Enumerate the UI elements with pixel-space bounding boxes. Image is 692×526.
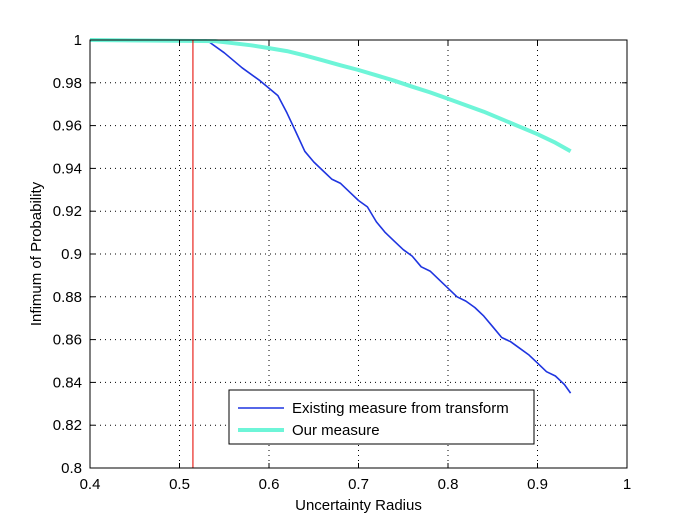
y-tick-label: 0.96 (53, 118, 82, 135)
x-tick-label: 0.9 (527, 476, 548, 493)
y-tick-label: 0.92 (53, 203, 82, 220)
legend-label-our-measure: Our measure (292, 422, 380, 439)
axis-ticks: 0.4 0.5 0.6 0.7 0.8 0.9 1 0.8 0.82 0.84 0.86 0.88 0.… (53, 32, 631, 493)
y-tick-label: 0.84 (53, 374, 82, 391)
y-tick-label: 0.9 (61, 246, 82, 263)
legend: Existing measure from transform Our meas… (228, 389, 535, 445)
y-tick-label: 0.94 (53, 160, 82, 177)
legend-label-existing-measure: Existing measure from transform (292, 400, 509, 417)
x-tick-label: 0.8 (438, 476, 459, 493)
x-tick-label: 0.7 (348, 476, 369, 493)
y-tick-label: 0.82 (53, 417, 82, 434)
y-tick-label: 0.98 (53, 75, 82, 92)
series-layer (89, 38, 572, 394)
y-tick-label: 1 (74, 32, 82, 49)
y-axis-label: Infimum of Probability (28, 181, 45, 326)
x-axis-label: Uncertainty Radius (295, 497, 422, 514)
legend-box (228, 389, 535, 445)
x-tick-label: 0.6 (259, 476, 280, 493)
y-tick-label: 0.8 (61, 460, 82, 477)
x-tick-label: 1 (623, 476, 631, 493)
x-tick-label: 0.5 (169, 476, 190, 493)
series-line-0 (90, 39, 572, 394)
y-tick-label: 0.86 (53, 332, 82, 349)
series-line-1 (89, 38, 572, 154)
y-tick-label: 0.88 (53, 289, 82, 306)
x-tick-label: 0.4 (80, 476, 101, 493)
